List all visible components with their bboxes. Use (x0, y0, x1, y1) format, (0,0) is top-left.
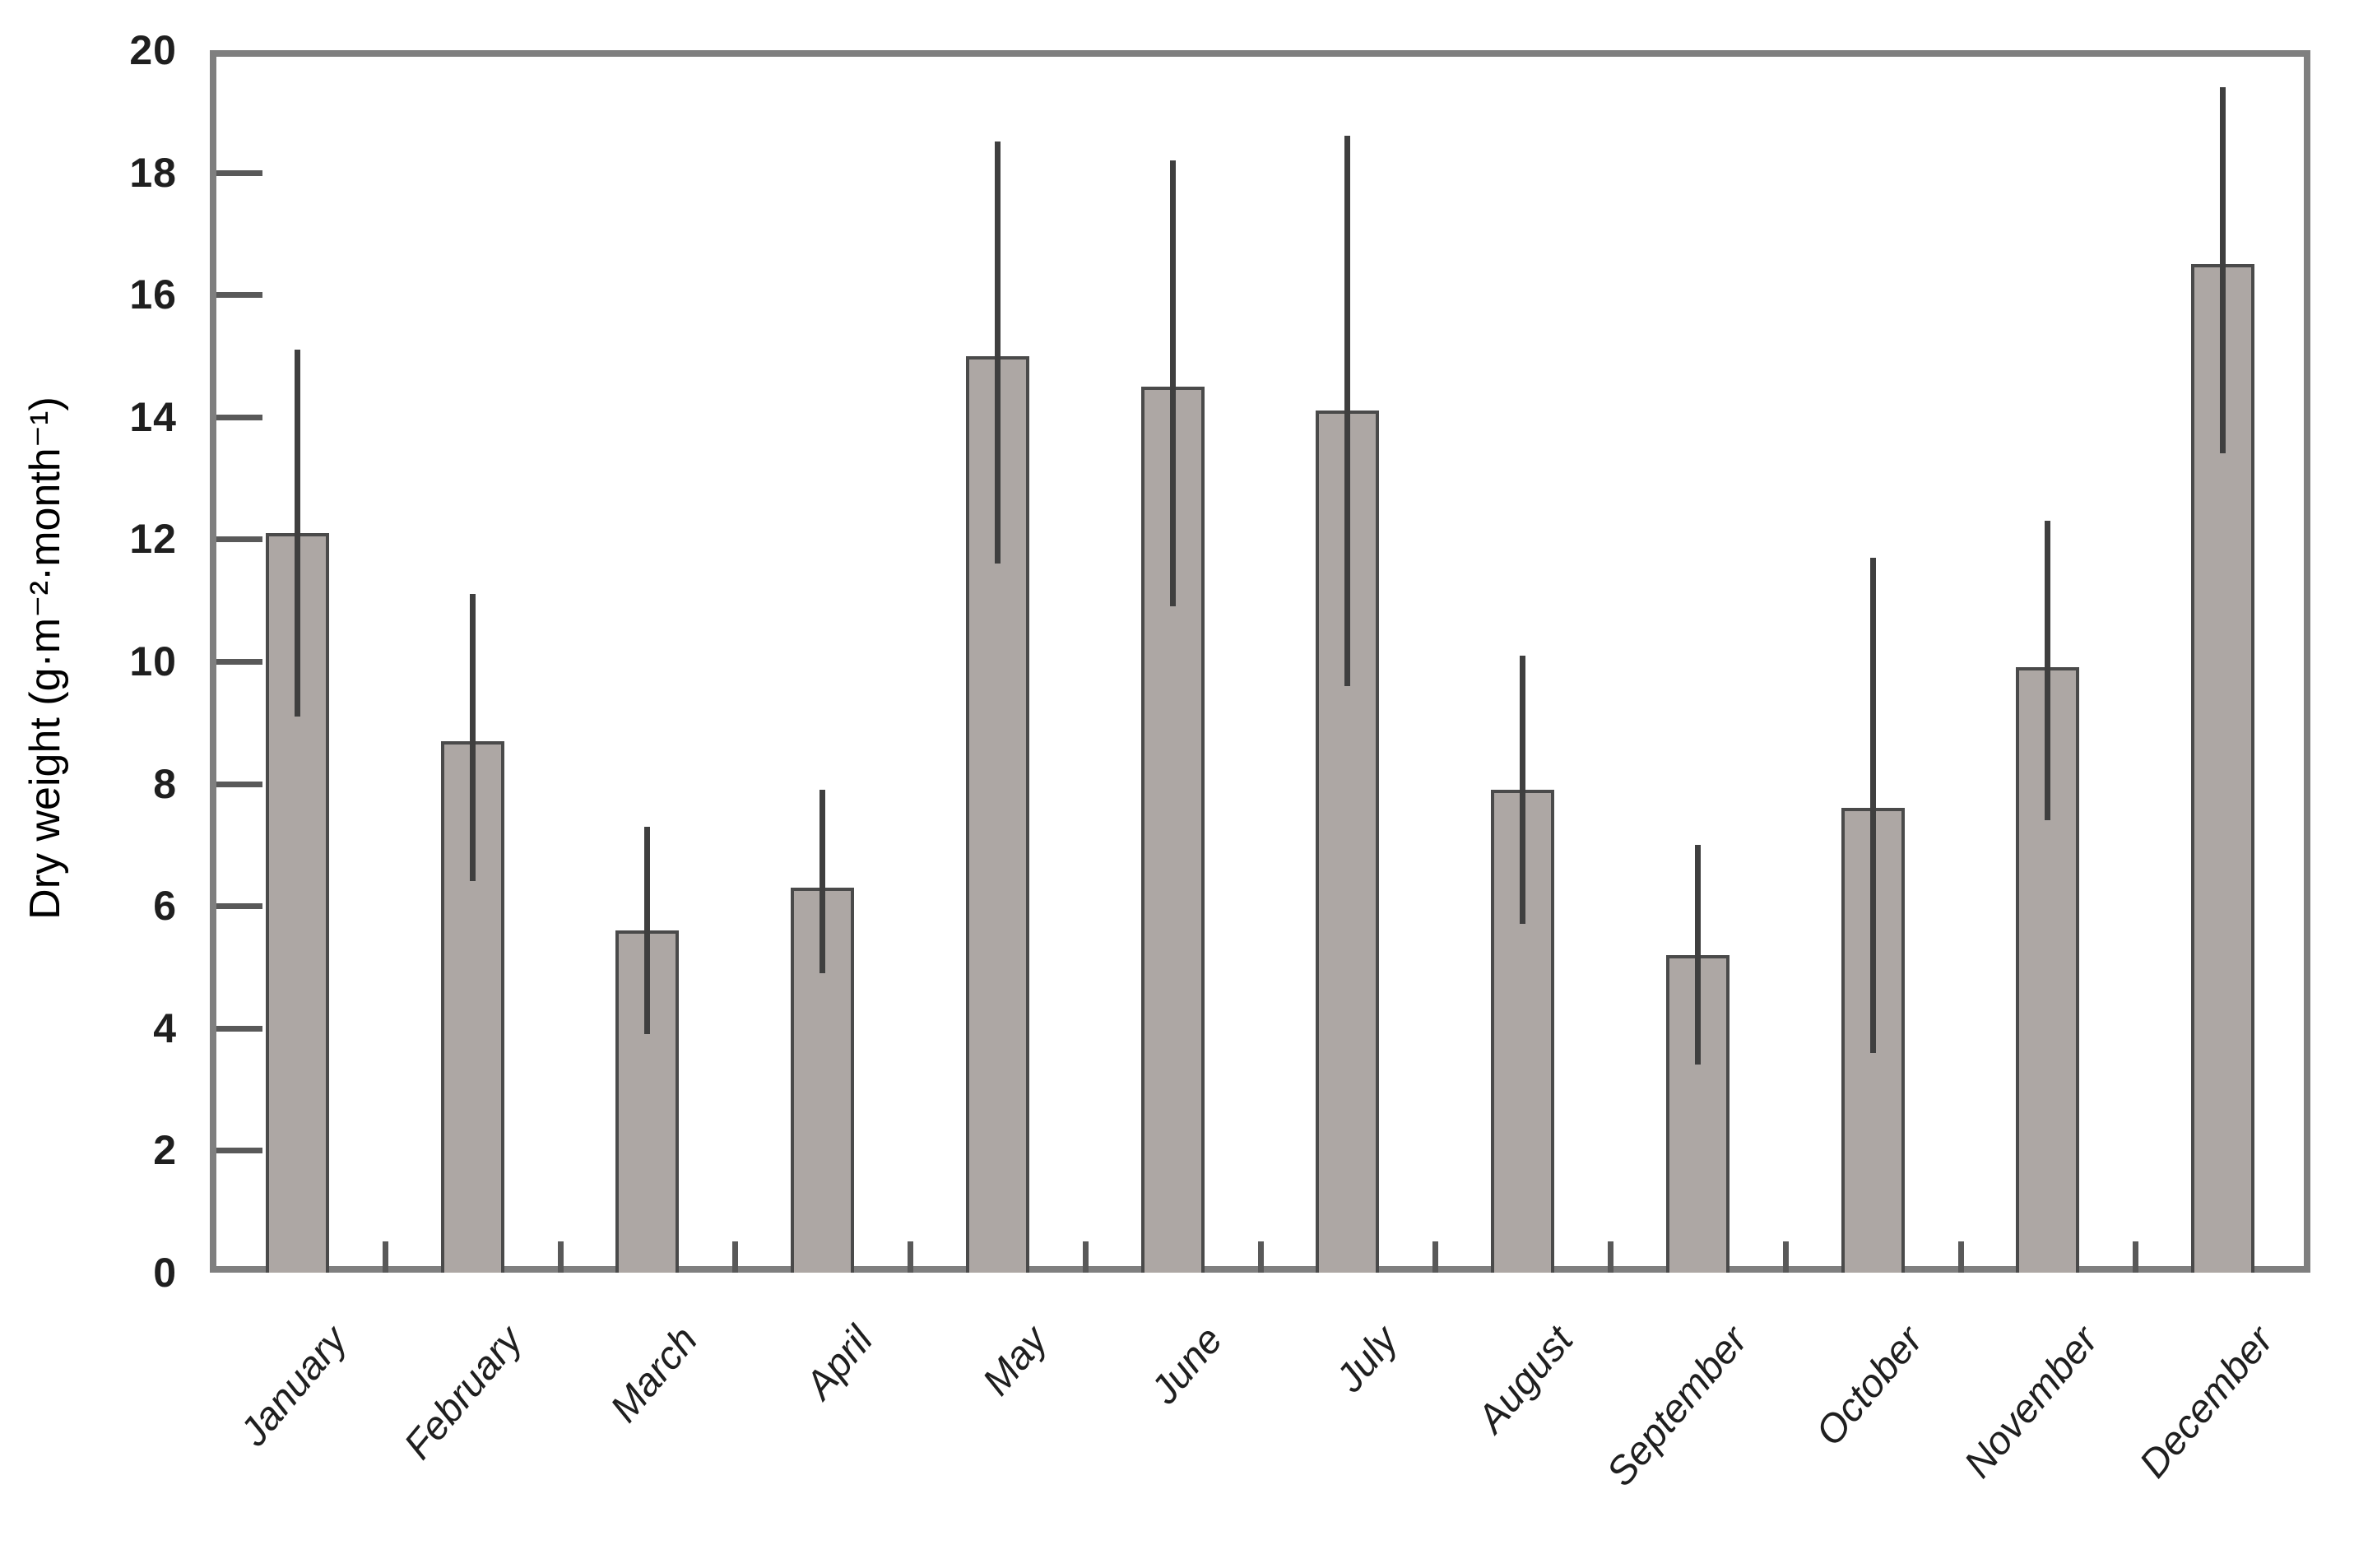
error-bar (294, 350, 300, 717)
y-tick-label: 12 (129, 516, 177, 563)
y-tick-label: 20 (129, 27, 177, 73)
y-tick-label: 6 (153, 883, 177, 930)
x-tick-label: January (232, 1318, 356, 1454)
y-tick-label: 8 (153, 760, 177, 807)
y-tick-label: 18 (129, 149, 177, 196)
x-tick-mark (1257, 1241, 1264, 1273)
x-tick-mark (2133, 1241, 2139, 1273)
y-tick-mark (216, 292, 262, 299)
error-bar (2220, 86, 2226, 454)
bar (965, 355, 1029, 1273)
x-tick-label: November (1956, 1318, 2107, 1487)
x-tick-mark (1082, 1241, 1089, 1273)
y-tick-label: 2 (153, 1127, 177, 1174)
error-bar (819, 790, 826, 973)
x-tick-mark (382, 1241, 388, 1273)
error-bar (644, 826, 651, 1035)
error-bar (1869, 557, 1876, 1053)
x-tick-label: April (796, 1318, 881, 1408)
x-tick-label: October (1808, 1318, 1932, 1454)
x-tick-mark (1782, 1241, 1789, 1273)
y-tick-label: 0 (153, 1250, 177, 1296)
error-bar (1169, 160, 1176, 607)
y-tick-mark (216, 414, 262, 420)
y-tick-label: 4 (153, 1004, 177, 1051)
y-tick-label: 10 (129, 638, 177, 684)
x-tick-mark (557, 1241, 564, 1273)
x-tick-label: July (1327, 1318, 1407, 1401)
x-tick-mark (732, 1241, 739, 1273)
error-bar (2045, 521, 2051, 821)
x-tick-label: June (1142, 1318, 1232, 1413)
x-tick-mark (1608, 1241, 1613, 1273)
error-bar (469, 594, 476, 882)
x-tick-mark (1432, 1241, 1439, 1273)
y-tick-mark (216, 536, 262, 543)
error-bar (1344, 136, 1351, 686)
error-bar (994, 141, 1001, 564)
y-tick-mark (216, 1025, 262, 1032)
x-tick-label: February (396, 1318, 532, 1468)
x-tick-label: March (601, 1318, 707, 1431)
y-tick-mark (216, 781, 262, 787)
y-tick-mark (216, 659, 262, 665)
x-tick-mark (1957, 1241, 1964, 1273)
error-bar (1694, 844, 1701, 1065)
y-tick-label: 14 (129, 393, 177, 440)
axis-frame (210, 50, 2310, 1273)
x-tick-label: September (1599, 1318, 1757, 1495)
x-tick-label: December (2131, 1318, 2282, 1487)
y-tick-mark (216, 169, 262, 176)
x-tick-mark (908, 1241, 913, 1273)
y-tick-mark (216, 1148, 262, 1154)
y-tick-label: 16 (129, 271, 177, 318)
x-tick-label: August (1469, 1318, 1581, 1441)
y-tick-mark (216, 903, 262, 910)
x-tick-label: May (974, 1318, 1056, 1404)
error-bar (1520, 655, 1526, 925)
